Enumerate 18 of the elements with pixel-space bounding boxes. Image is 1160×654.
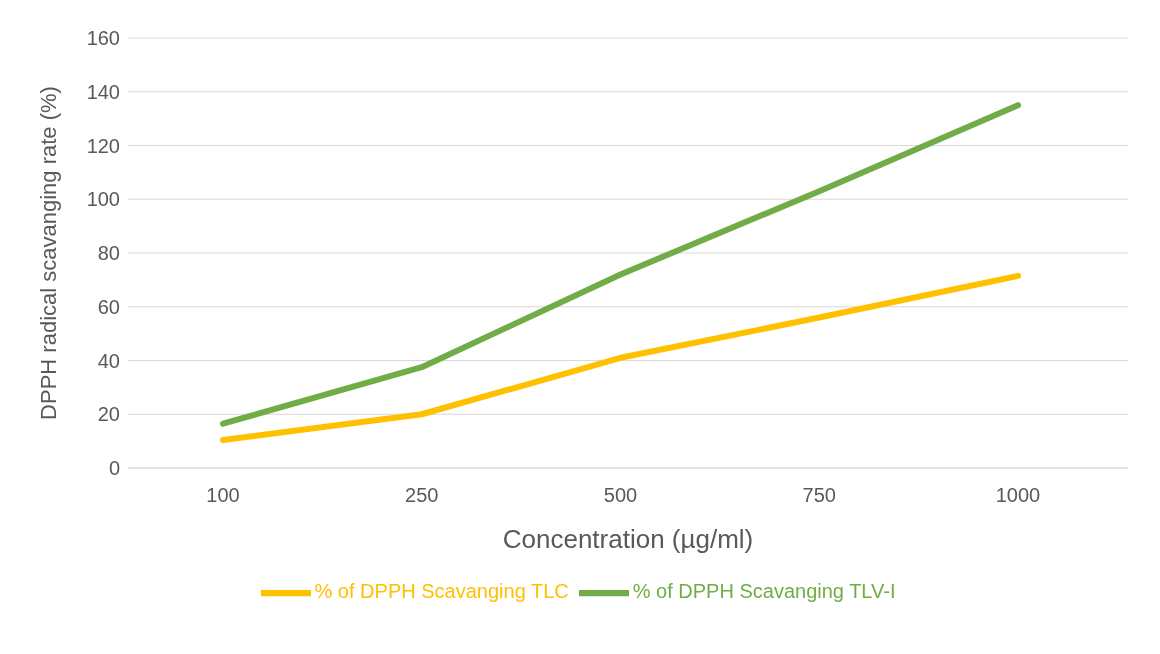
- x-tick-label: 1000: [995, 484, 1041, 507]
- y-tick-label: 160: [86, 27, 120, 50]
- y-tick-label: 20: [97, 403, 120, 426]
- x-tick-label: 100: [206, 484, 240, 507]
- x-tick-label: 500: [603, 484, 638, 507]
- x-tick-label: 750: [802, 484, 836, 507]
- y-tick-label: 80: [97, 242, 120, 265]
- y-tick-label: 140: [86, 80, 120, 103]
- y-tick-label: 100: [86, 188, 120, 211]
- y-axis-title: DPPH radical scavanging rate (%): [35, 86, 61, 420]
- y-tick-label: 60: [97, 295, 120, 318]
- x-axis-title: Concentration (µg/ml): [502, 524, 754, 554]
- legend-label: % of DPPH Scavanging TLC: [314, 580, 569, 603]
- y-tick-label: 120: [86, 134, 120, 157]
- legend-label: % of DPPH Scavanging TLV-I: [632, 580, 896, 603]
- y-tick-label: 40: [97, 349, 120, 372]
- x-tick-label: 250: [405, 484, 439, 507]
- y-tick-label: 0: [108, 457, 120, 480]
